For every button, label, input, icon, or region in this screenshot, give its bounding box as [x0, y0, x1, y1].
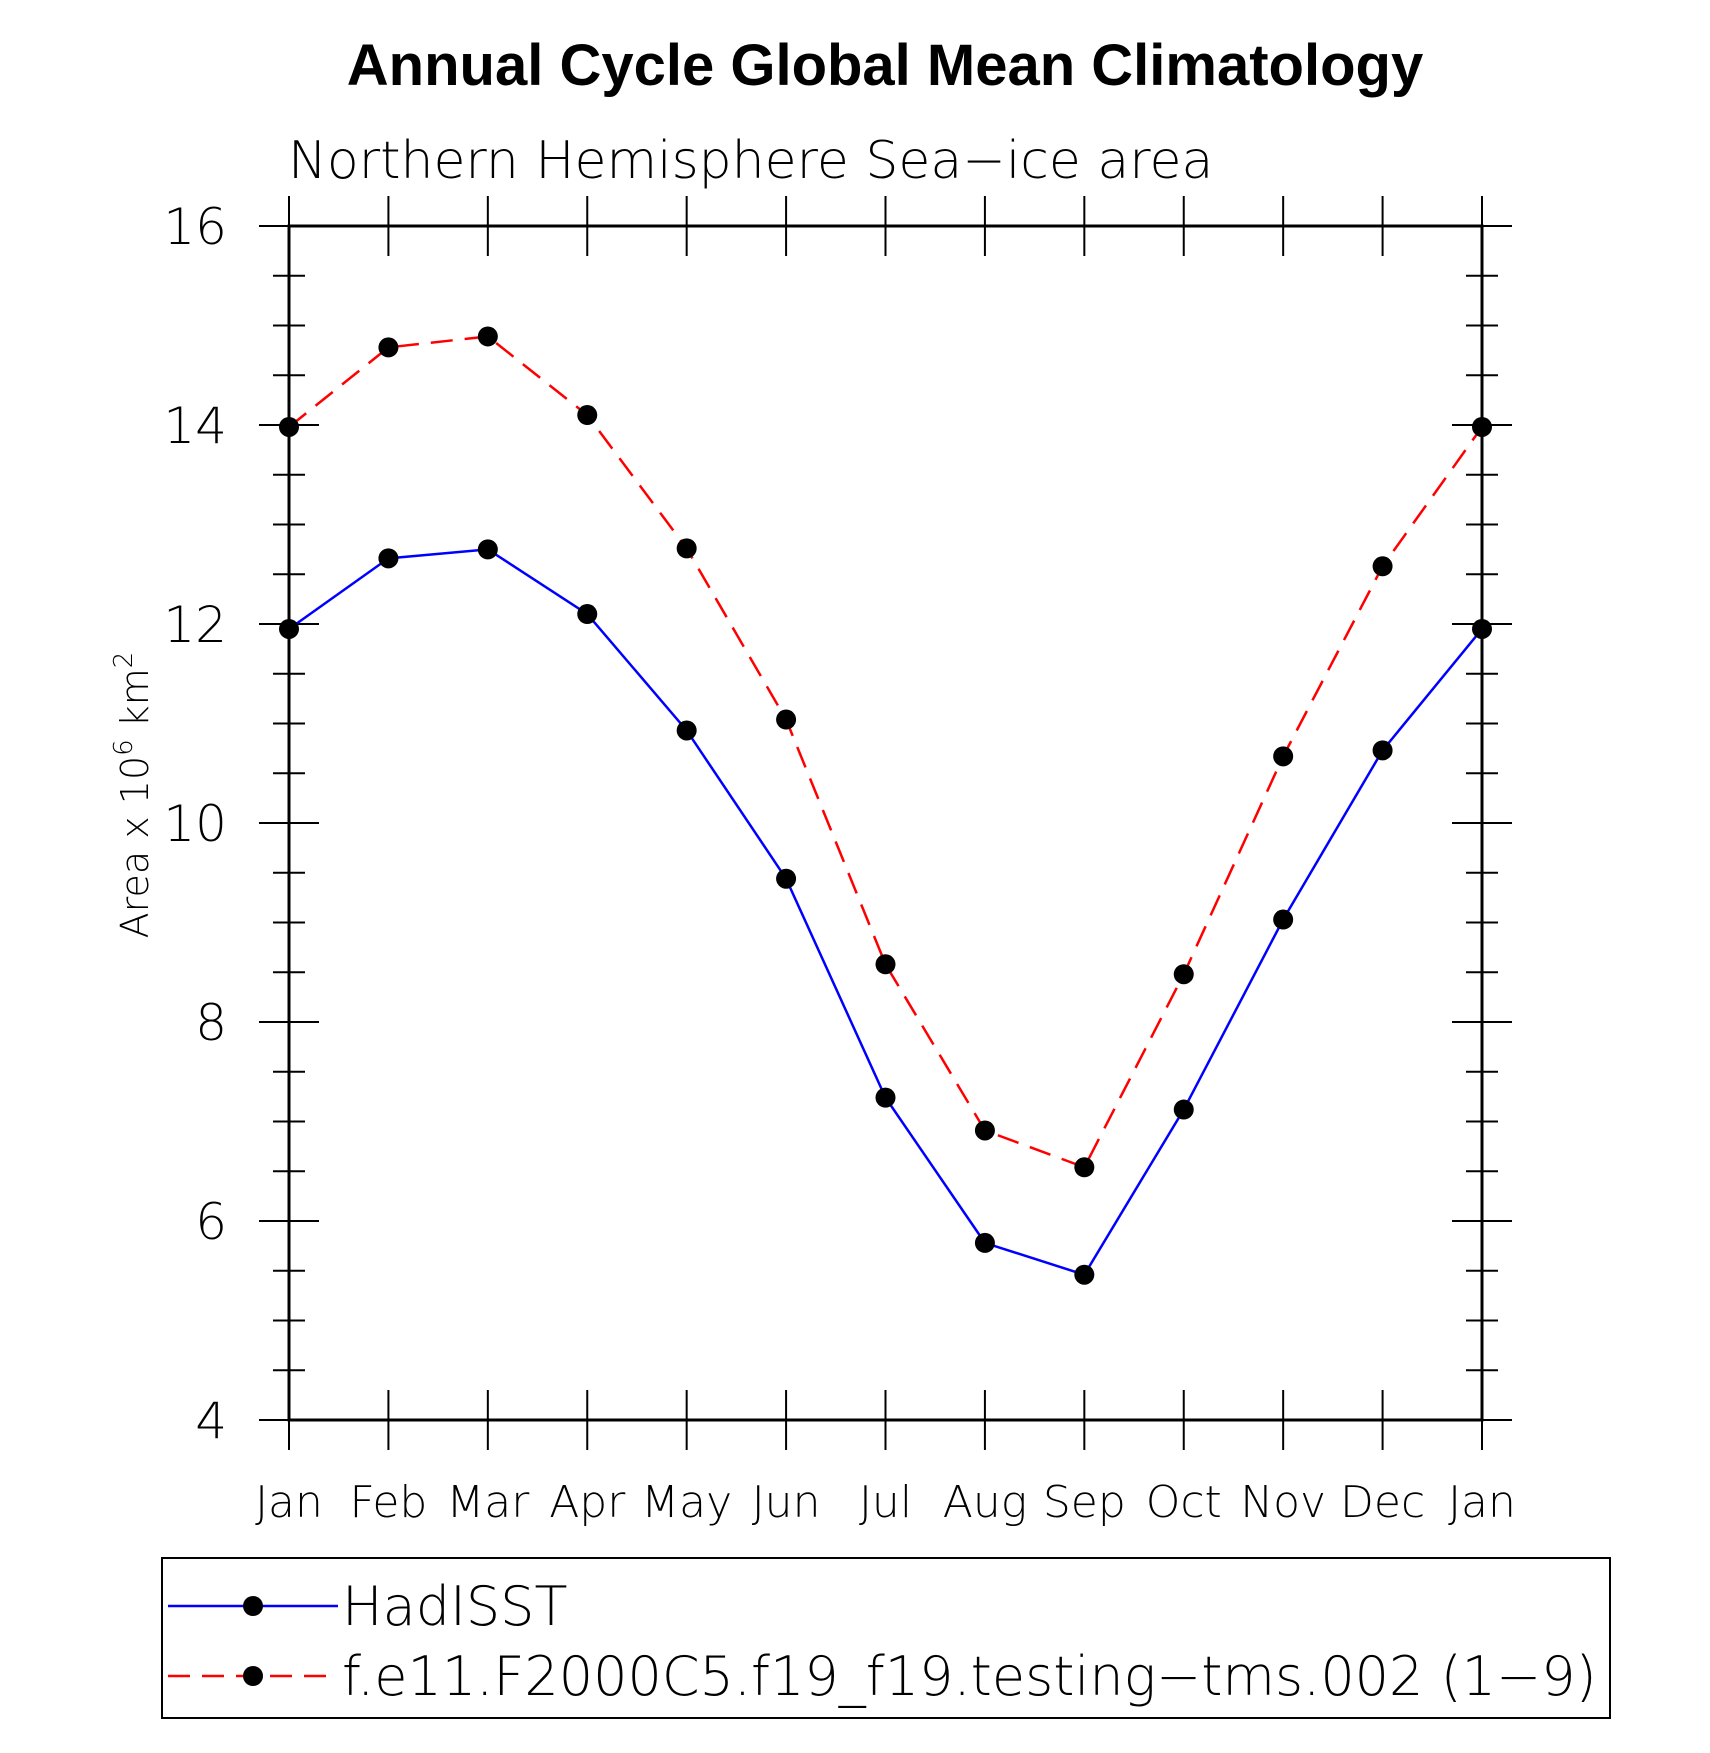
- series-2: [279, 326, 1492, 1178]
- series-line: [288, 548, 1483, 1277]
- data-point: [1372, 556, 1393, 577]
- legend-box: [161, 1557, 1611, 1719]
- x-tick-label: Oct: [1146, 1477, 1222, 1528]
- y-axis-label-base: Area x 10: [113, 756, 157, 938]
- x-tick-label: Feb: [349, 1477, 427, 1528]
- data-point: [477, 326, 498, 347]
- y-tick-label: 12: [163, 596, 227, 654]
- data-point: [776, 709, 797, 730]
- y-axis-label: Area x 106 km2: [109, 652, 157, 939]
- x-tick-label: Nov: [1240, 1477, 1326, 1528]
- legend-item: HadISST: [168, 1575, 567, 1638]
- x-tick-label: Sep: [1043, 1477, 1126, 1528]
- data-point: [875, 954, 896, 975]
- data-point: [1074, 1264, 1095, 1285]
- legend: HadISST f.e11.F2000C5.f19_f19.testing−tms…: [161, 1557, 1611, 1719]
- legend-item: f.e11.F2000C5.f19_f19.testing−tms.002 (1…: [168, 1645, 1597, 1708]
- y-tick-label: 16: [163, 198, 227, 256]
- y-tick-label: 6: [195, 1193, 227, 1251]
- x-tick-label: Mar: [446, 1477, 530, 1528]
- plot-frame: [287, 224, 1484, 1422]
- data-point: [477, 539, 498, 560]
- y-tick-label: 10: [163, 795, 227, 853]
- data-point: [974, 1120, 995, 1141]
- legend-marker: [243, 1666, 263, 1686]
- series-1: [279, 539, 1492, 1285]
- data-point: [577, 405, 598, 426]
- chart-subtitle: Northern Hemisphere Sea−ice area: [288, 131, 1213, 191]
- y-axis-label-unit: km: [113, 668, 157, 739]
- y-axis-label-unit-exponent: 2: [109, 652, 139, 669]
- data-point: [378, 337, 399, 358]
- series-layer: [279, 326, 1492, 1285]
- data-point: [577, 604, 598, 625]
- chart-title: Annual Cycle Global Mean Climatology: [347, 33, 1423, 98]
- data-point: [1173, 1099, 1194, 1120]
- y-tick-label: 14: [163, 397, 227, 455]
- data-point: [1074, 1157, 1095, 1178]
- y-axis-label-exponent: 6: [109, 739, 139, 756]
- data-point: [974, 1232, 995, 1253]
- data-point: [378, 548, 399, 569]
- data-point: [1372, 740, 1393, 761]
- y-tick-label: 4: [195, 1392, 227, 1450]
- data-point: [1273, 746, 1294, 767]
- x-tick-label: May: [641, 1477, 732, 1528]
- data-point: [1273, 909, 1294, 930]
- legend-label: HadISST: [342, 1575, 567, 1638]
- x-tick-label: Jan: [255, 1477, 323, 1528]
- axis-ticks: [259, 196, 1512, 1450]
- x-tick-label: Jun: [752, 1477, 821, 1528]
- tick-labels: 4 6 8 10 12 14 16 Jan Feb Mar Apr May Jun Jul Aug Sep Oc…: [163, 198, 1516, 1528]
- legend-marker: [243, 1596, 263, 1616]
- x-tick-label: Jan: [1448, 1477, 1516, 1528]
- x-tick-label: Aug: [943, 1477, 1027, 1528]
- svg-text:Area x 106 km2: Area x 106 km2: [109, 652, 157, 939]
- data-point: [1173, 964, 1194, 985]
- x-tick-label: Apr: [549, 1477, 626, 1528]
- legend-label: f.e11.F2000C5.f19_f19.testing−tms.002 (1…: [342, 1645, 1597, 1708]
- y-tick-label: 8: [195, 994, 227, 1052]
- data-point: [676, 538, 697, 559]
- x-tick-label: Dec: [1340, 1477, 1425, 1528]
- data-point: [676, 720, 697, 741]
- series-line: [288, 335, 1484, 1169]
- data-point: [776, 868, 797, 889]
- data-point: [875, 1087, 896, 1108]
- x-tick-label: Jul: [859, 1477, 912, 1528]
